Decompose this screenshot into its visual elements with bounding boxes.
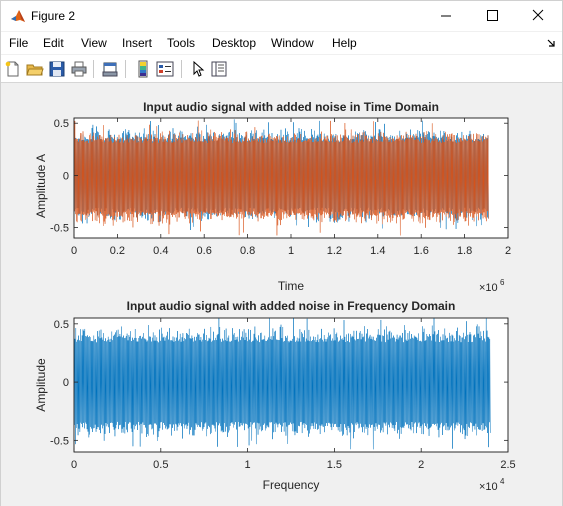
save-icon[interactable] [48,60,66,78]
colorbar-icon[interactable] [134,60,152,78]
property-editor-icon[interactable] [210,60,228,78]
x-tick-label: 0 [71,245,77,257]
print-preview-icon[interactable] [101,60,119,78]
toolbar-separator [181,60,182,78]
x-tick-label: 0.8 [240,245,255,257]
x-tick-label: 1.6 [414,245,429,257]
x-tick-label: 0.5 [153,459,168,471]
maximize-button[interactable] [469,1,515,31]
y-tick-label: 0 [63,377,69,389]
menu-desktop[interactable]: Desktop [212,36,257,50]
minimize-icon [441,15,451,17]
print-icon[interactable] [70,60,88,78]
x-tick-label: 0.4 [153,245,168,257]
x-tick-label: 1 [288,245,294,257]
close-button[interactable] [515,1,561,31]
time-domain-axes[interactable]: 0 0.2 0.4 0.6 0.8 1 1.2 1.4 1.6 1.8 20.50-0.5 Inpu… [34,100,511,294]
y-tick-label: 0.5 [54,319,69,331]
toolbar-separator [93,60,94,78]
x-exponent-power: 6 [500,278,505,287]
plots-svg: 0 0.2 0.4 0.6 0.8 1 1.2 1.4 1.6 1.8 20.50-0.5 Inpu… [34,100,516,493]
y-axis-label: Amplitude [34,358,48,412]
time-domain-ticks: 0 0.2 0.4 0.6 0.8 1 1.2 1.4 1.6 1.8 20.50-0.5 [50,117,511,257]
time-domain-series-group [73,119,489,236]
menu-bar: File Edit View Insert Tools Desktop Wind… [1,32,562,54]
menu-window[interactable]: Window [271,36,314,50]
x-tick-label: 2 [418,459,424,471]
open-file-icon[interactable] [26,60,44,78]
new-figure-icon[interactable] [4,60,22,78]
x-tick-label: 2.5 [500,459,515,471]
pointer-icon[interactable] [189,60,207,78]
chart-title: Input audio signal with added noise in T… [143,100,439,114]
menu-insert[interactable]: Insert [122,36,153,50]
x-tick-label: 0.2 [110,245,125,257]
x-tick-label: 1 [245,459,251,471]
minimize-button[interactable] [423,1,469,31]
title-bar[interactable]: Figure 2 [1,1,562,31]
menu-tools[interactable]: Tools [167,36,196,50]
x-exponent-base: ×10 [479,481,498,493]
y-axis-label: Amplitude A [34,154,48,218]
menu-edit[interactable]: Edit [43,36,64,50]
menu-view[interactable]: View [81,36,107,50]
window-title: Figure 2 [31,9,76,23]
figure-canvas: 0 0.2 0.4 0.6 0.8 1 1.2 1.4 1.6 1.8 2 0.5 0 -0.5 Inpu… [1,84,562,506]
frequency-domain-series-group [73,317,491,450]
y-tick-label: -0.5 [50,435,69,447]
menu-help[interactable]: Help [332,36,357,50]
axes-frame [73,317,509,453]
axes-frame [73,117,509,239]
x-exponent-base: ×10 [479,282,498,294]
chart-title: Input audio signal with added noise in F… [127,299,456,313]
x-tick-label: 1.8 [457,245,472,257]
series-line [73,120,489,236]
y-tick-label: -0.5 [50,223,69,235]
toolbar [1,55,562,83]
close-icon [532,9,544,21]
x-tick-label: 1.5 [327,459,342,471]
y-tick-label: 0 [63,170,69,182]
maximize-icon [487,10,498,21]
frequency-domain-axes[interactable]: 0 0.5 1 1.5 2 2.50.50-0.5 Input audio signal … [34,299,516,493]
toolbar-separator [125,60,126,78]
x-axis-label: Time [278,279,305,293]
x-tick-label: 2 [505,245,511,257]
x-tick-label: 1.2 [327,245,342,257]
frequency-domain-ticks: 0 0.5 1 1.5 2 2.50.50-0.5 [50,317,516,471]
matlab-logo-icon [11,10,25,22]
menu-file[interactable]: File [9,36,29,50]
series-line [73,317,491,450]
x-tick-label: 0.6 [197,245,212,257]
dock-arrow-icon[interactable] [546,38,556,48]
x-tick-label: 0 [71,459,77,471]
x-tick-label: 1.4 [370,245,385,257]
x-axis-label: Frequency [263,478,320,492]
x-exponent-power: 4 [500,477,505,486]
legend-icon[interactable] [156,60,174,78]
y-tick-label: 0.5 [54,118,69,130]
